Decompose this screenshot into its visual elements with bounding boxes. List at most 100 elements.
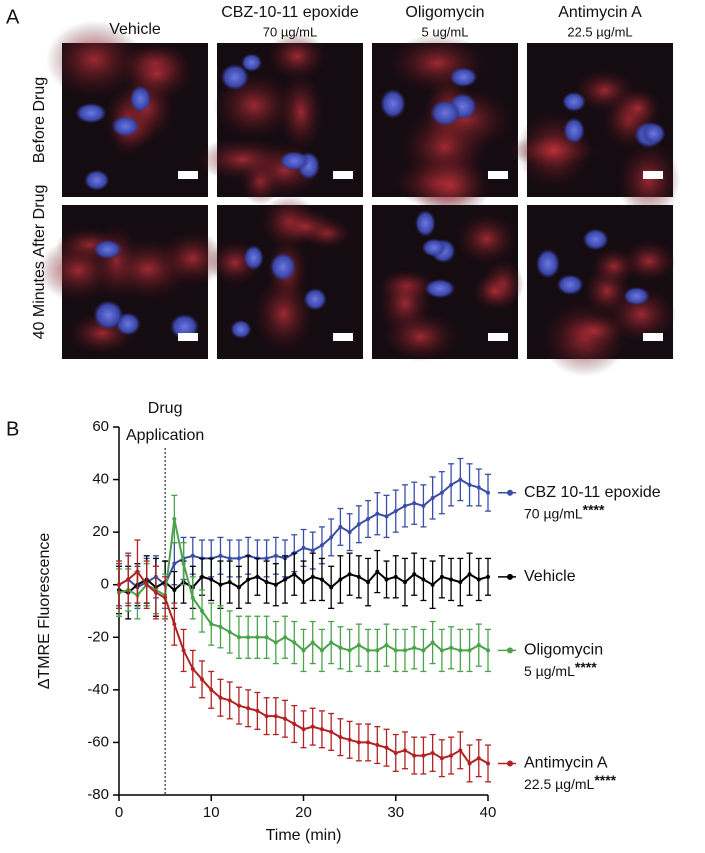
data-point [319, 648, 324, 653]
data-point [467, 482, 472, 487]
data-point [190, 553, 195, 558]
data-point [310, 574, 315, 579]
y-tick-label: -20 [87, 628, 109, 645]
nucleus [93, 300, 124, 330]
significance: **** [583, 501, 605, 517]
data-point [144, 582, 149, 587]
scale-bar [178, 171, 198, 179]
micrograph [208, 194, 363, 359]
scale-bar [488, 171, 508, 179]
data-point [329, 585, 334, 590]
data-point [458, 748, 463, 753]
legend-dose: 5 µg/mL [524, 663, 575, 679]
data-point [236, 556, 241, 561]
y-tick-label: -80 [87, 786, 109, 803]
data-point [375, 648, 380, 653]
data-point [319, 727, 324, 732]
legend-label: CBZ 10-11 epoxide [524, 484, 661, 501]
data-point [412, 645, 417, 650]
data-point [476, 577, 481, 582]
data-point [384, 577, 389, 582]
data-point [181, 561, 186, 566]
column-title: CBZ-10-11 epoxide [221, 4, 359, 21]
data-point [283, 716, 288, 721]
data-point [246, 706, 251, 711]
data-point [347, 737, 352, 742]
y-tick-label: -60 [87, 733, 109, 750]
column-title: Oligomycin [405, 4, 484, 21]
data-point [301, 545, 306, 550]
legend-label: Vehicle [524, 568, 576, 585]
data-point [264, 635, 269, 640]
data-point [246, 577, 251, 582]
data-point [301, 727, 306, 732]
data-point [393, 509, 398, 514]
data-point [458, 477, 463, 482]
stain-red [382, 311, 459, 362]
legend-dose: 22.5 µg/mL [524, 776, 595, 792]
legend-marker [507, 489, 513, 496]
legend-label: Antimycin A [524, 755, 608, 772]
stain-red [46, 20, 143, 99]
stain-red [253, 275, 315, 353]
stain-red [617, 141, 681, 219]
data-point [458, 648, 463, 653]
data-point [439, 756, 444, 761]
data-point [421, 503, 426, 508]
scale-bar [333, 333, 353, 341]
data-point [273, 582, 278, 587]
data-point [467, 648, 472, 653]
stain-red [273, 208, 338, 245]
legend-marker [507, 573, 513, 580]
nucleus [75, 102, 107, 124]
nucleus [563, 117, 585, 144]
legend-marker [507, 647, 513, 654]
data-point [366, 740, 371, 745]
data-point [135, 569, 140, 574]
data-point [366, 517, 371, 521]
scale-bar [333, 171, 353, 179]
data-point [236, 703, 241, 708]
scale-bar [488, 333, 508, 341]
data-point [181, 648, 186, 653]
data-point [301, 648, 306, 653]
nucleus [556, 274, 584, 296]
nucleus [449, 67, 478, 88]
legend-dose: 70 µg/mL [524, 505, 583, 521]
data-point [264, 580, 269, 585]
data-point [310, 724, 315, 729]
data-point [264, 714, 269, 719]
data-point [292, 572, 297, 577]
data-point [301, 580, 306, 585]
nucleus [93, 239, 123, 260]
nucleus [111, 115, 140, 137]
data-point [255, 574, 260, 579]
data-point [273, 714, 278, 719]
data-point [412, 753, 417, 758]
stain-red [195, 137, 290, 181]
data-point [412, 572, 417, 577]
stain-red [560, 313, 627, 348]
data-point [421, 753, 426, 758]
data-point [476, 756, 481, 761]
data-point [486, 761, 490, 766]
data-point [209, 622, 214, 627]
data-point [430, 640, 435, 645]
data-point [338, 645, 343, 650]
data-point [402, 648, 407, 653]
data-point [227, 556, 232, 561]
data-point [329, 640, 334, 645]
annotation-text: Drug [148, 400, 183, 417]
legend-marker [507, 760, 513, 767]
nucleus [230, 319, 252, 339]
stain-red [411, 149, 490, 222]
data-point [227, 698, 232, 703]
data-point [412, 501, 417, 506]
data-point [347, 648, 352, 653]
nucleus [279, 151, 310, 171]
data-point [449, 577, 454, 582]
x-tick-label: 0 [115, 804, 123, 821]
data-point [439, 574, 444, 579]
stain-red [615, 87, 661, 129]
